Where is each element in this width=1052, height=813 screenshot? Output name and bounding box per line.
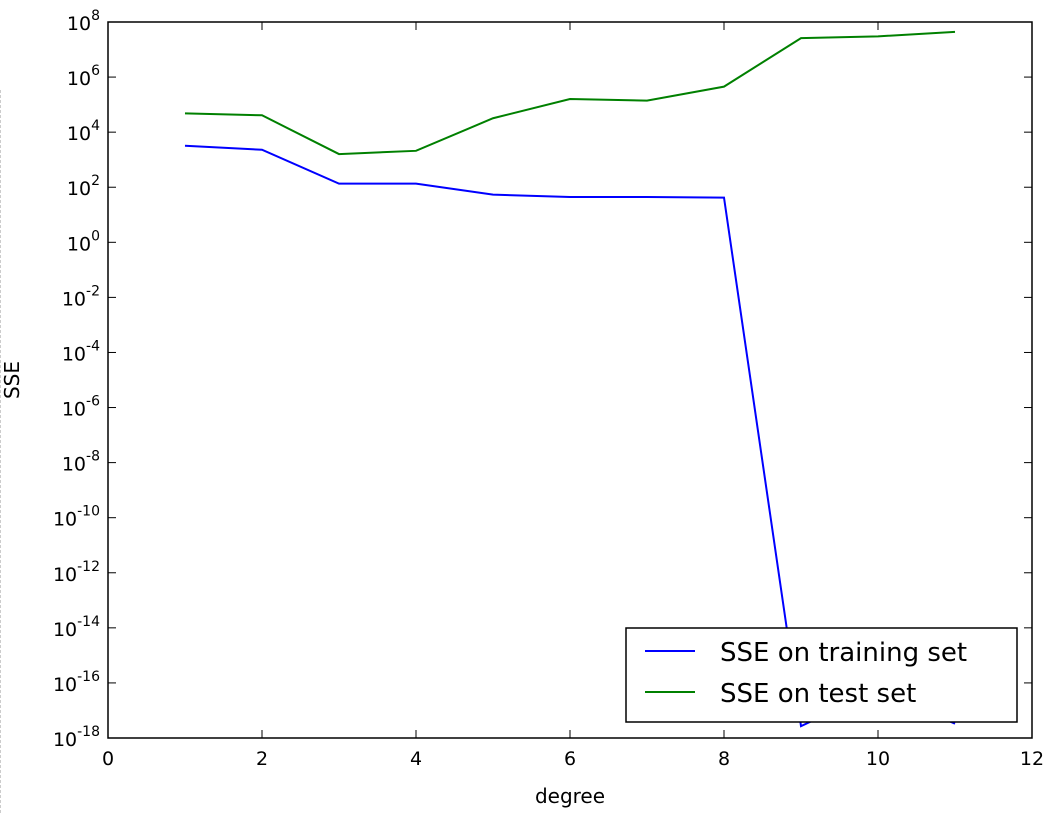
- y-tick-label: 10-8: [62, 449, 100, 476]
- legend: SSE on training set SSE on test set: [625, 627, 1018, 723]
- y-tick-label: 10-4: [62, 338, 100, 365]
- y-axis: 108 106 104 102 100 10-2 10-4 10-6 10-8 10-10 10-1…: [53, 8, 1032, 751]
- y-tick-label: 10-14: [53, 614, 100, 641]
- x-tick-label: 10: [866, 748, 890, 770]
- legend-label-test: SSE on test set: [720, 679, 916, 709]
- y-tick-label: 10-18: [53, 724, 100, 751]
- y-tick-label: 10-12: [53, 559, 100, 586]
- y-tick-label: 100: [67, 228, 100, 255]
- y-tick-label: 10-2: [62, 283, 100, 310]
- legend-box: [625, 627, 1018, 723]
- x-axis: 0 2 4 6 8 10 12: [102, 22, 1044, 770]
- left-dashed-border: [0, 90, 1, 813]
- x-axis-label: degree: [535, 784, 605, 808]
- y-tick-label: 104: [67, 118, 100, 145]
- series-line-1: [184, 30, 956, 156]
- y-tick-label: 10-16: [53, 669, 100, 696]
- series-layer: [184, 30, 956, 728]
- y-tick-label: 102: [67, 173, 100, 200]
- y-tick-label: 106: [67, 63, 100, 90]
- x-tick-label: 4: [410, 748, 422, 770]
- x-tick-label: 6: [564, 748, 576, 770]
- x-tick-label: 8: [718, 748, 730, 770]
- y-tick-label: 108: [67, 8, 100, 35]
- y-tick-label: 10-10: [53, 504, 100, 531]
- x-tick-label: 2: [256, 748, 268, 770]
- y-axis-label: SSE: [0, 361, 24, 399]
- x-tick-label: 0: [102, 748, 114, 770]
- y-tick-label: 10-6: [62, 394, 100, 421]
- x-tick-label: 12: [1020, 748, 1044, 770]
- legend-label-training: SSE on training set: [720, 638, 967, 668]
